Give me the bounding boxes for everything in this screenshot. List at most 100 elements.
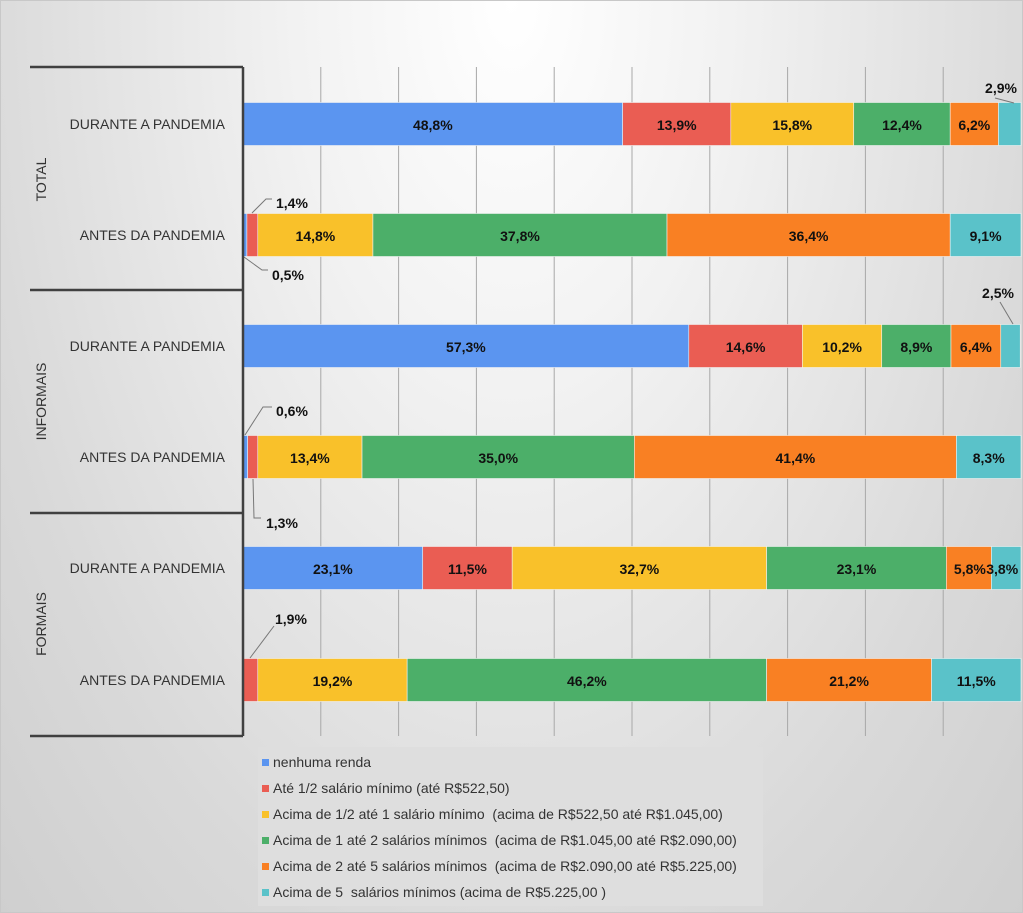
group-label: TOTAL [33, 157, 49, 201]
legend-label: Acima de 5 salários mínimos (acima de R$… [273, 884, 607, 900]
bar-segment [372, 213, 668, 257]
bar-segment [361, 435, 635, 479]
bar-segment [622, 102, 732, 146]
data-label: 14,8% [296, 228, 336, 244]
legend-item: Acima de 2 até 5 salários mínimos (acima… [258, 853, 763, 879]
leader-line [243, 256, 268, 271]
data-label: 13,4% [290, 450, 330, 466]
data-label: 46,2% [567, 673, 607, 689]
data-label: 57,3% [446, 339, 486, 355]
data-label: 6,2% [958, 117, 990, 133]
bar-segment [242, 658, 259, 702]
leader-line [999, 301, 1014, 325]
data-label: 3,8% [986, 561, 1018, 577]
data-label: 1,9% [275, 611, 307, 627]
bar-segment [511, 546, 767, 590]
bar-segment [730, 102, 855, 146]
data-label: 8,3% [973, 450, 1005, 466]
data-label: 32,7% [620, 561, 660, 577]
data-label: 11,5% [957, 673, 996, 689]
legend-label: Acima de 1 até 2 salários mínimos (acima… [273, 832, 737, 848]
data-label: 0,5% [272, 267, 304, 283]
bar-segment [246, 213, 259, 257]
data-label: 0,6% [276, 403, 308, 419]
leader-line [249, 625, 275, 659]
data-label: 48,8% [413, 117, 453, 133]
data-label: 2,5% [982, 285, 1014, 301]
bar-segment [422, 546, 513, 590]
bar-segment [950, 324, 1002, 368]
leader-line [994, 97, 1015, 104]
legend-label: Acima de 2 até 5 salários mínimos (acima… [273, 858, 737, 874]
data-label: 8,9% [900, 339, 932, 355]
legend-swatch [262, 758, 269, 766]
group-label: FORMAIS [33, 592, 49, 656]
bar-segment [956, 435, 1022, 479]
bar-segment [242, 546, 424, 590]
category-label: ANTES DA PANDEMIA [80, 227, 226, 243]
bar-segment [802, 324, 883, 368]
legend-item: Acima de 1/2 até 1 salário mínimo (acima… [258, 801, 763, 827]
leader-line [252, 478, 261, 519]
legend-label: Acima de 1/2 até 1 salário mínimo (acima… [273, 806, 723, 822]
legend: nenhuma renda Até 1/2 salário mínimo (até… [258, 747, 763, 906]
category-label: DURANTE A PANDEMIA [70, 338, 226, 354]
data-label: 1,4% [276, 195, 308, 211]
legend-swatch [262, 784, 269, 792]
data-label: 11,5% [448, 561, 487, 577]
bar-segment [991, 546, 1022, 590]
data-label: 6,4% [960, 339, 992, 355]
legend-swatch [262, 810, 269, 818]
legend-item: nenhuma renda [258, 749, 763, 775]
data-label: 19,2% [313, 673, 353, 689]
bar-segment [247, 435, 259, 479]
bar-segment [949, 102, 999, 146]
category-label: ANTES DA PANDEMIA [80, 672, 226, 688]
bar-segment [881, 324, 952, 368]
data-label: 41,4% [776, 450, 816, 466]
bar-segment [1000, 324, 1021, 368]
bar-segment [998, 102, 1022, 146]
leader-line [244, 406, 272, 436]
bar-segment [946, 546, 992, 590]
bar-segment [257, 435, 363, 479]
bar-segment [634, 435, 957, 479]
legend-item: Acima de 5 salários mínimos (acima de R$… [258, 879, 763, 905]
leader-line [251, 198, 272, 214]
data-label: 10,2% [822, 339, 862, 355]
category-label: DURANTE A PANDEMIA [70, 116, 226, 132]
data-label: 37,8% [500, 228, 540, 244]
bar-segment [949, 213, 1022, 257]
bar-segment [931, 658, 1022, 702]
category-label: DURANTE A PANDEMIA [70, 560, 226, 576]
category-label: ANTES DA PANDEMIA [80, 449, 226, 465]
bar-segment [766, 546, 947, 590]
legend-label: nenhuma renda [273, 754, 372, 770]
data-label: 35,0% [478, 450, 518, 466]
data-label: 13,9% [657, 117, 697, 133]
legend-swatch [262, 888, 269, 896]
legend-item: Acima de 1 até 2 salários mínimos (acima… [258, 827, 763, 853]
data-label: 2,9% [985, 80, 1017, 96]
data-label: 21,2% [829, 673, 869, 689]
bar-segment [853, 102, 951, 146]
legend-label: Até 1/2 salário mínimo (até R$522,50) [273, 780, 510, 796]
legend-swatch [262, 836, 269, 844]
bar-segment [242, 324, 690, 368]
data-label: 12,4% [882, 117, 922, 133]
data-label: 23,1% [313, 561, 353, 577]
data-label: 14,6% [726, 339, 766, 355]
legend-item: Até 1/2 salário mínimo (até R$522,50) [258, 775, 763, 801]
bar-segment [688, 324, 803, 368]
data-label: 15,8% [772, 117, 812, 133]
data-label: 9,1% [970, 228, 1002, 244]
group-label: INFORMAIS [33, 363, 49, 441]
data-label: 36,4% [789, 228, 829, 244]
legend-swatch [262, 862, 269, 870]
data-label: 23,1% [837, 561, 877, 577]
bar-segment [257, 658, 408, 702]
data-label: 1,3% [266, 515, 298, 531]
bar-segment [257, 213, 374, 257]
data-label: 5,8% [954, 561, 986, 577]
